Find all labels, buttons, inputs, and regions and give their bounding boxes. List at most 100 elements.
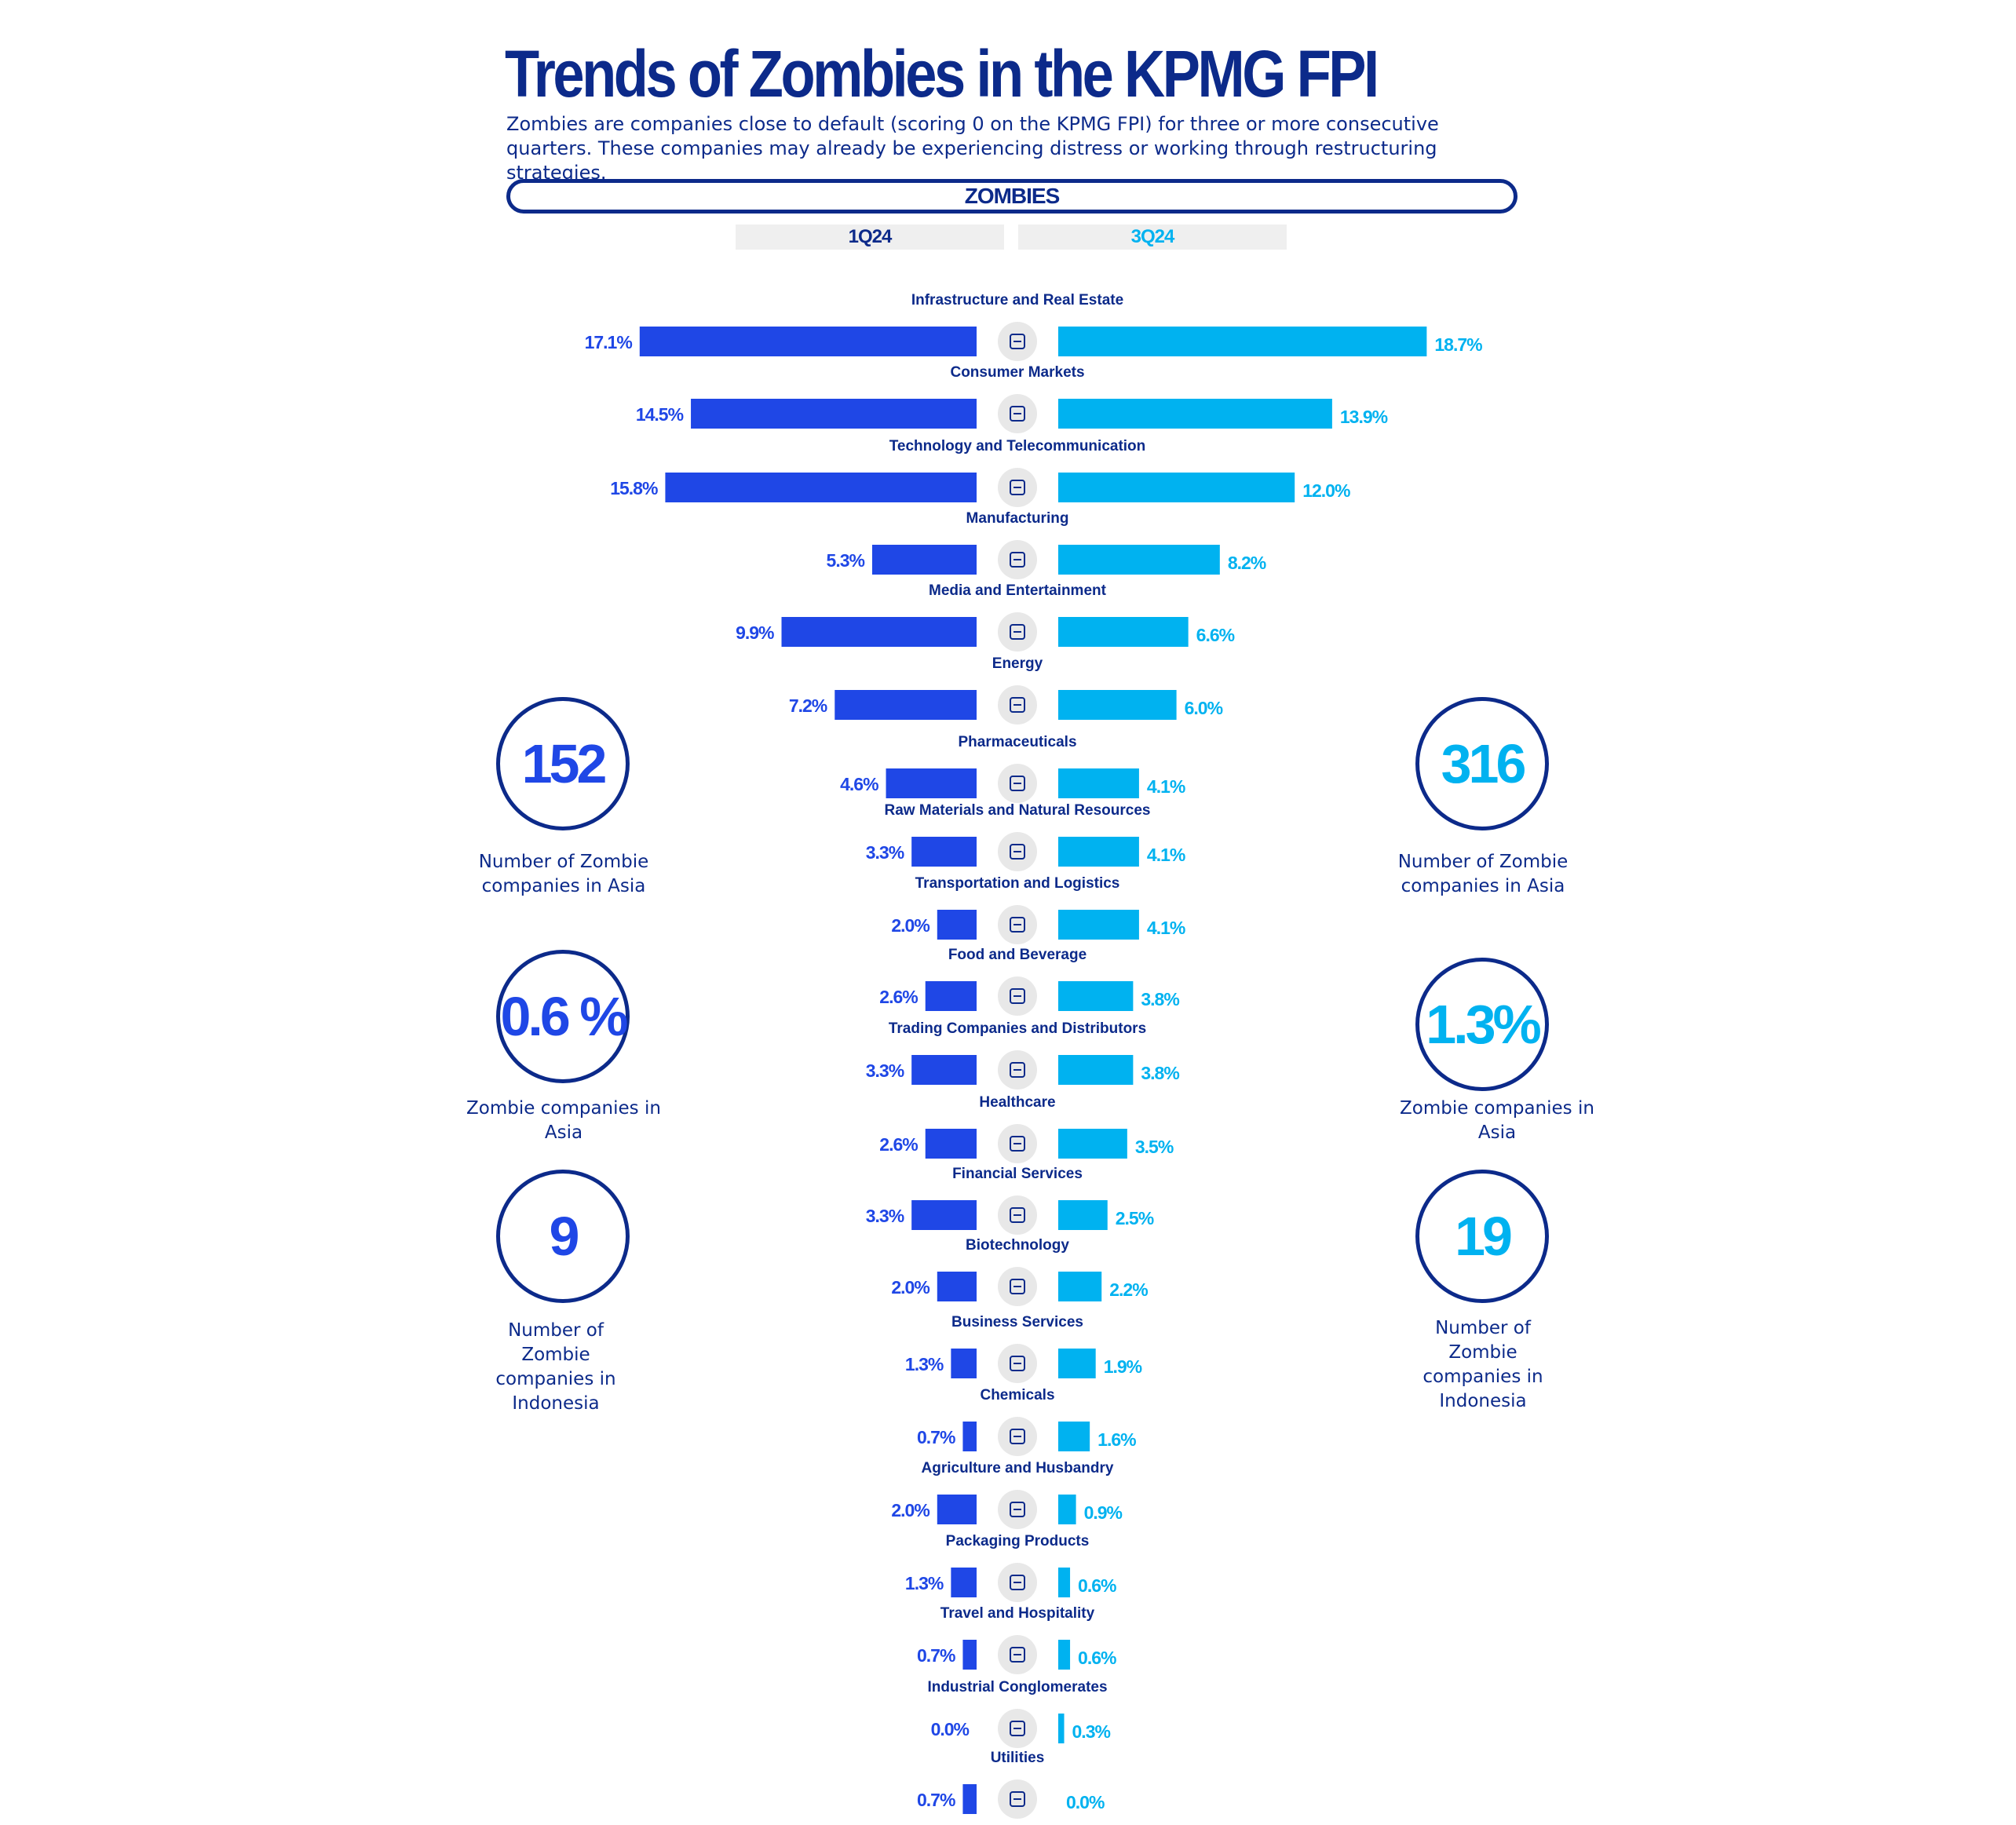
value-label-3q24: 18.7% xyxy=(1434,334,1482,355)
value-label-1q24: 1.3% xyxy=(905,1354,944,1374)
value-label-3q24: 3.5% xyxy=(1135,1137,1174,1157)
bar-1q24 xyxy=(951,1349,977,1378)
icon-glyph xyxy=(1010,1791,1025,1807)
stat-label-right-1: Zombie companies in Asia xyxy=(1400,1098,1594,1143)
icon-glyph xyxy=(1010,917,1025,933)
bar-1q24 xyxy=(871,545,977,575)
stat-label-right-0: Number of Zombie companies in Asia xyxy=(1397,852,1569,896)
value-label-1q24: 2.6% xyxy=(879,1134,918,1155)
bar-3q24 xyxy=(1058,1495,1076,1524)
value-label-1q24: 0.7% xyxy=(917,1790,955,1810)
value-label-1q24: 2.0% xyxy=(891,1277,929,1298)
bar-1q24 xyxy=(639,327,977,356)
category-label: Financial Services xyxy=(952,1166,1083,1182)
column-header-1q24: 1Q24 xyxy=(736,224,1004,250)
bar-1q24 xyxy=(937,910,977,940)
bar-1q24 xyxy=(911,1055,977,1085)
icon-glyph xyxy=(1010,334,1025,349)
value-label-3q24: 12.0% xyxy=(1302,480,1350,501)
bar-3q24 xyxy=(1058,837,1139,867)
bar-3q24 xyxy=(1058,1714,1065,1743)
category-label: Chemicals xyxy=(980,1387,1054,1403)
value-label-3q24: 2.2% xyxy=(1109,1279,1148,1300)
icon-glyph xyxy=(1010,1279,1025,1294)
value-label-3q24: 0.0% xyxy=(1066,1792,1105,1812)
bar-3q24 xyxy=(1058,768,1139,798)
value-label-1q24: 3.3% xyxy=(866,842,904,863)
page-subtitle: Zombies are companies close to default (… xyxy=(506,113,1439,184)
icon-glyph xyxy=(1010,406,1025,422)
category-label: Infrastructure and Real Estate xyxy=(911,292,1123,308)
bar-1q24 xyxy=(925,1129,977,1159)
bar-1q24 xyxy=(937,1495,977,1524)
stat-circle-left-0: 152 xyxy=(496,697,630,830)
bar-3q24 xyxy=(1058,690,1177,720)
value-label-1q24: 0.0% xyxy=(931,1719,970,1739)
category-label: Travel and Hospitality xyxy=(940,1605,1095,1622)
stat-label-right-2: Number of Zombie companies in Indonesia xyxy=(1423,1318,1543,1411)
bar-1q24 xyxy=(937,1272,977,1301)
stat-circle-right-1: 1.3% xyxy=(1415,958,1549,1091)
category-label: Pharmaceuticals xyxy=(958,734,1076,750)
category-label: Utilities xyxy=(991,1750,1045,1766)
value-label-3q24: 0.6% xyxy=(1078,1575,1116,1596)
value-label-3q24: 4.1% xyxy=(1147,776,1185,797)
value-label-3q24: 4.1% xyxy=(1147,918,1185,938)
icon-glyph xyxy=(1010,624,1025,640)
column-header-3q24: 3Q24 xyxy=(1018,224,1287,250)
bar-3q24 xyxy=(1058,617,1189,647)
bar-3q24 xyxy=(1058,545,1220,575)
value-label-3q24: 13.9% xyxy=(1340,407,1388,427)
value-label-1q24: 1.3% xyxy=(905,1573,944,1593)
value-label-1q24: 5.3% xyxy=(827,550,865,571)
icon-glyph xyxy=(1010,1062,1025,1078)
bar-1q24 xyxy=(781,617,977,647)
category-label: Business Services xyxy=(951,1314,1083,1330)
bar-3q24 xyxy=(1058,1272,1102,1301)
value-label-3q24: 4.1% xyxy=(1147,845,1185,865)
value-label-3q24: 3.8% xyxy=(1141,989,1179,1009)
value-label-3q24: 2.5% xyxy=(1116,1208,1154,1228)
bar-3q24 xyxy=(1058,473,1295,502)
value-label-1q24: 9.9% xyxy=(736,622,774,643)
icon-glyph xyxy=(1010,776,1025,791)
icon-glyph xyxy=(1010,1647,1025,1663)
stat-label-left-0: Number of Zombie companies in Asia xyxy=(478,852,649,896)
bar-3q24 xyxy=(1058,1422,1090,1451)
category-label: Raw Materials and Natural Resources xyxy=(885,802,1151,819)
value-label-1q24: 7.2% xyxy=(789,695,827,716)
value-label-1q24: 3.3% xyxy=(866,1206,904,1226)
icon-glyph xyxy=(1010,1207,1025,1223)
icon-glyph xyxy=(1010,552,1025,568)
value-label-3q24: 6.0% xyxy=(1185,698,1223,718)
stat-circle-left-1: 0.6 % xyxy=(496,950,630,1083)
icon-glyph xyxy=(1010,844,1025,860)
bar-1q24 xyxy=(835,690,977,720)
bar-1q24 xyxy=(925,981,977,1011)
bar-1q24 xyxy=(962,1422,977,1451)
value-label-1q24: 4.6% xyxy=(840,774,878,794)
bar-3q24 xyxy=(1058,1200,1108,1230)
value-label-3q24: 3.8% xyxy=(1141,1063,1179,1083)
value-label-1q24: 2.0% xyxy=(891,915,929,936)
value-label-3q24: 1.6% xyxy=(1097,1429,1136,1450)
icon-glyph xyxy=(1010,1502,1025,1517)
bar-3q24 xyxy=(1058,910,1139,940)
value-label-3q24: 8.2% xyxy=(1228,553,1266,573)
bar-1q24 xyxy=(962,1640,977,1670)
value-label-3q24: 0.9% xyxy=(1084,1502,1123,1523)
category-label: Manufacturing xyxy=(966,510,1069,527)
category-label: Energy xyxy=(992,655,1043,672)
icon-glyph xyxy=(1010,480,1025,495)
icon-glyph xyxy=(1010,1136,1025,1152)
value-label-1q24: 15.8% xyxy=(610,478,658,498)
stat-circle-right-0: 316 xyxy=(1415,697,1549,830)
category-label: Industrial Conglomerates xyxy=(927,1679,1107,1695)
value-label-3q24: 6.6% xyxy=(1196,625,1235,645)
value-label-1q24: 0.7% xyxy=(917,1645,955,1666)
bar-3q24 xyxy=(1058,1640,1071,1670)
bar-3q24 xyxy=(1058,981,1134,1011)
bar-3q24 xyxy=(1058,1568,1071,1597)
value-label-1q24: 3.3% xyxy=(866,1060,904,1081)
value-label-1q24: 14.5% xyxy=(636,404,684,425)
